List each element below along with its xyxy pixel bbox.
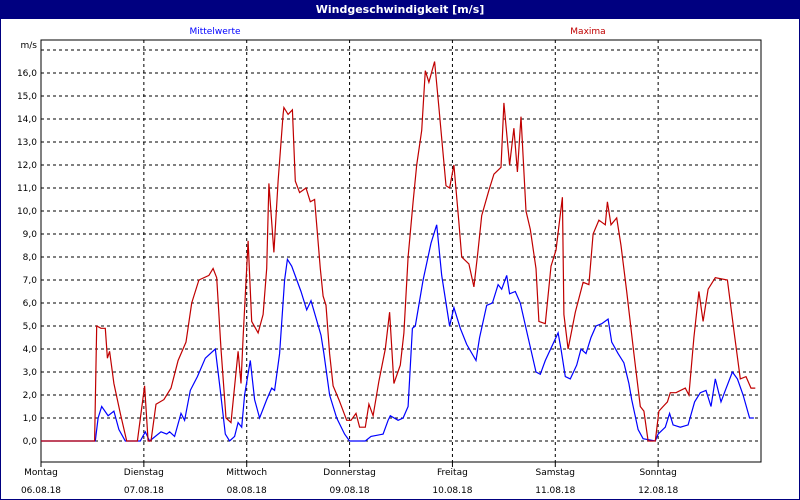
y-axis-label: m/s [21,41,38,51]
y-tick-label: 16,0 [17,69,37,79]
legend-mittelwerte: Mittelwerte [189,27,240,37]
series-line-mittelwerte [41,224,754,442]
series-line-maxima [41,61,756,442]
y-tick-label: 7,0 [23,276,38,286]
y-tick-label: 6,0 [23,299,38,309]
y-tick-label: 10,0 [17,207,37,217]
x-tick-day: Donnerstag [323,468,376,478]
y-tick-label: 2,0 [23,391,38,401]
x-tick-day: Sonntag [639,468,676,478]
x-tick-date: 11.08.18 [535,486,575,496]
x-tick-date: 12.08.18 [638,486,678,496]
legend-maxima: Maxima [570,27,605,37]
y-tick-label: 9,0 [23,230,38,240]
x-tick-date: 10.08.18 [432,486,472,496]
x-tick-day: Dienstag [124,468,164,478]
y-tick-label: 1,0 [23,414,38,424]
y-tick-label: 12,0 [17,161,37,171]
y-tick-label: 3,0 [23,368,38,378]
x-tick-day: Freitag [437,468,468,478]
x-tick-date: 07.08.18 [124,486,164,496]
x-tick-day: Samstag [536,468,575,478]
x-tick-date: 06.08.18 [21,486,61,496]
y-tick-label: 11,0 [17,184,37,194]
y-tick-label: 0,0 [23,437,38,447]
x-tick-date: 08.08.18 [227,486,267,496]
x-tick-day: Mittwoch [226,468,267,478]
x-tick-day: Montag [24,468,58,478]
x-tick-date: 09.08.18 [330,486,370,496]
y-tick-label: 15,0 [17,92,37,102]
y-tick-label: 13,0 [17,138,37,148]
plot-area-border [40,39,762,463]
y-tick-label: 8,0 [23,253,38,263]
y-tick-label: 5,0 [23,322,38,332]
window-title: Windgeschwindigkeit [m/s] [0,0,800,19]
y-tick-label: 14,0 [17,115,37,125]
y-tick-label: 4,0 [23,345,38,355]
